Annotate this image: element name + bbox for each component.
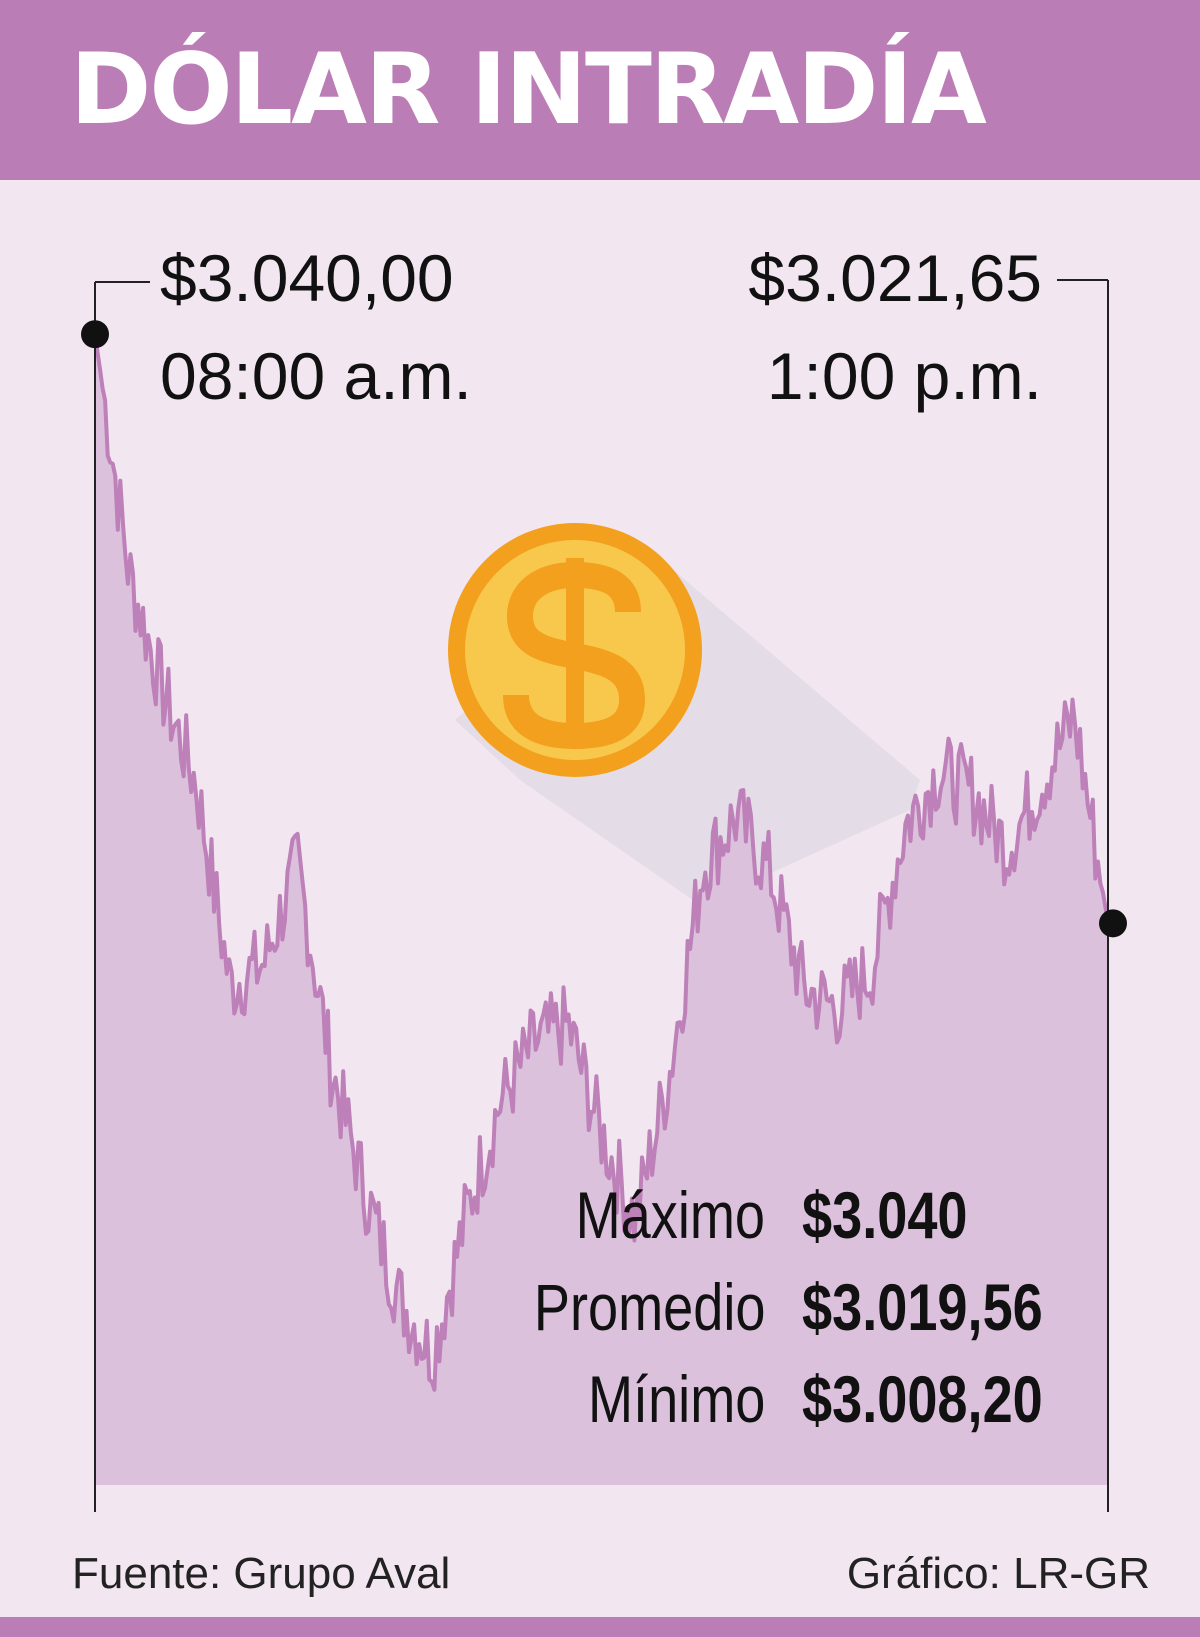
area-fill xyxy=(95,334,1108,1486)
stat-label: Promedio xyxy=(533,1270,765,1344)
chart-title: DÓLAR INTRADÍA xyxy=(70,33,987,147)
open-price: $3.040,00 xyxy=(160,241,454,315)
stat-label: Máximo xyxy=(575,1178,765,1252)
stat-row-maximo: Máximo $3.040 xyxy=(520,1175,1080,1267)
stat-value: $3.008,20 xyxy=(802,1362,1043,1436)
header-bar: DÓLAR INTRADÍA xyxy=(0,0,1200,180)
stat-value: $3.019,56 xyxy=(802,1270,1043,1344)
close-point xyxy=(1099,909,1127,938)
dollar-coin-icon xyxy=(448,523,702,777)
bottom-bar xyxy=(0,1617,1200,1637)
series-line xyxy=(93,333,1110,1392)
close-price: $3.021,65 xyxy=(748,241,1042,315)
open-point xyxy=(81,320,109,349)
open-time: 08:00 a.m. xyxy=(160,339,472,413)
stat-row-promedio: Promedio $3.019,56 xyxy=(520,1267,1080,1359)
stat-label: Mínimo xyxy=(587,1362,765,1436)
stat-value: $3.040 xyxy=(802,1178,968,1252)
stats-table: Máximo $3.040 Promedio $3.019,56 Mínimo … xyxy=(520,1175,1080,1451)
source-note: Fuente: Grupo Aval xyxy=(72,1549,451,1598)
close-time: 1:00 p.m. xyxy=(766,339,1042,413)
stat-row-minimo: Mínimo $3.008,20 xyxy=(520,1359,1080,1451)
credit-note: Gráfico: LR-GR xyxy=(846,1549,1150,1598)
